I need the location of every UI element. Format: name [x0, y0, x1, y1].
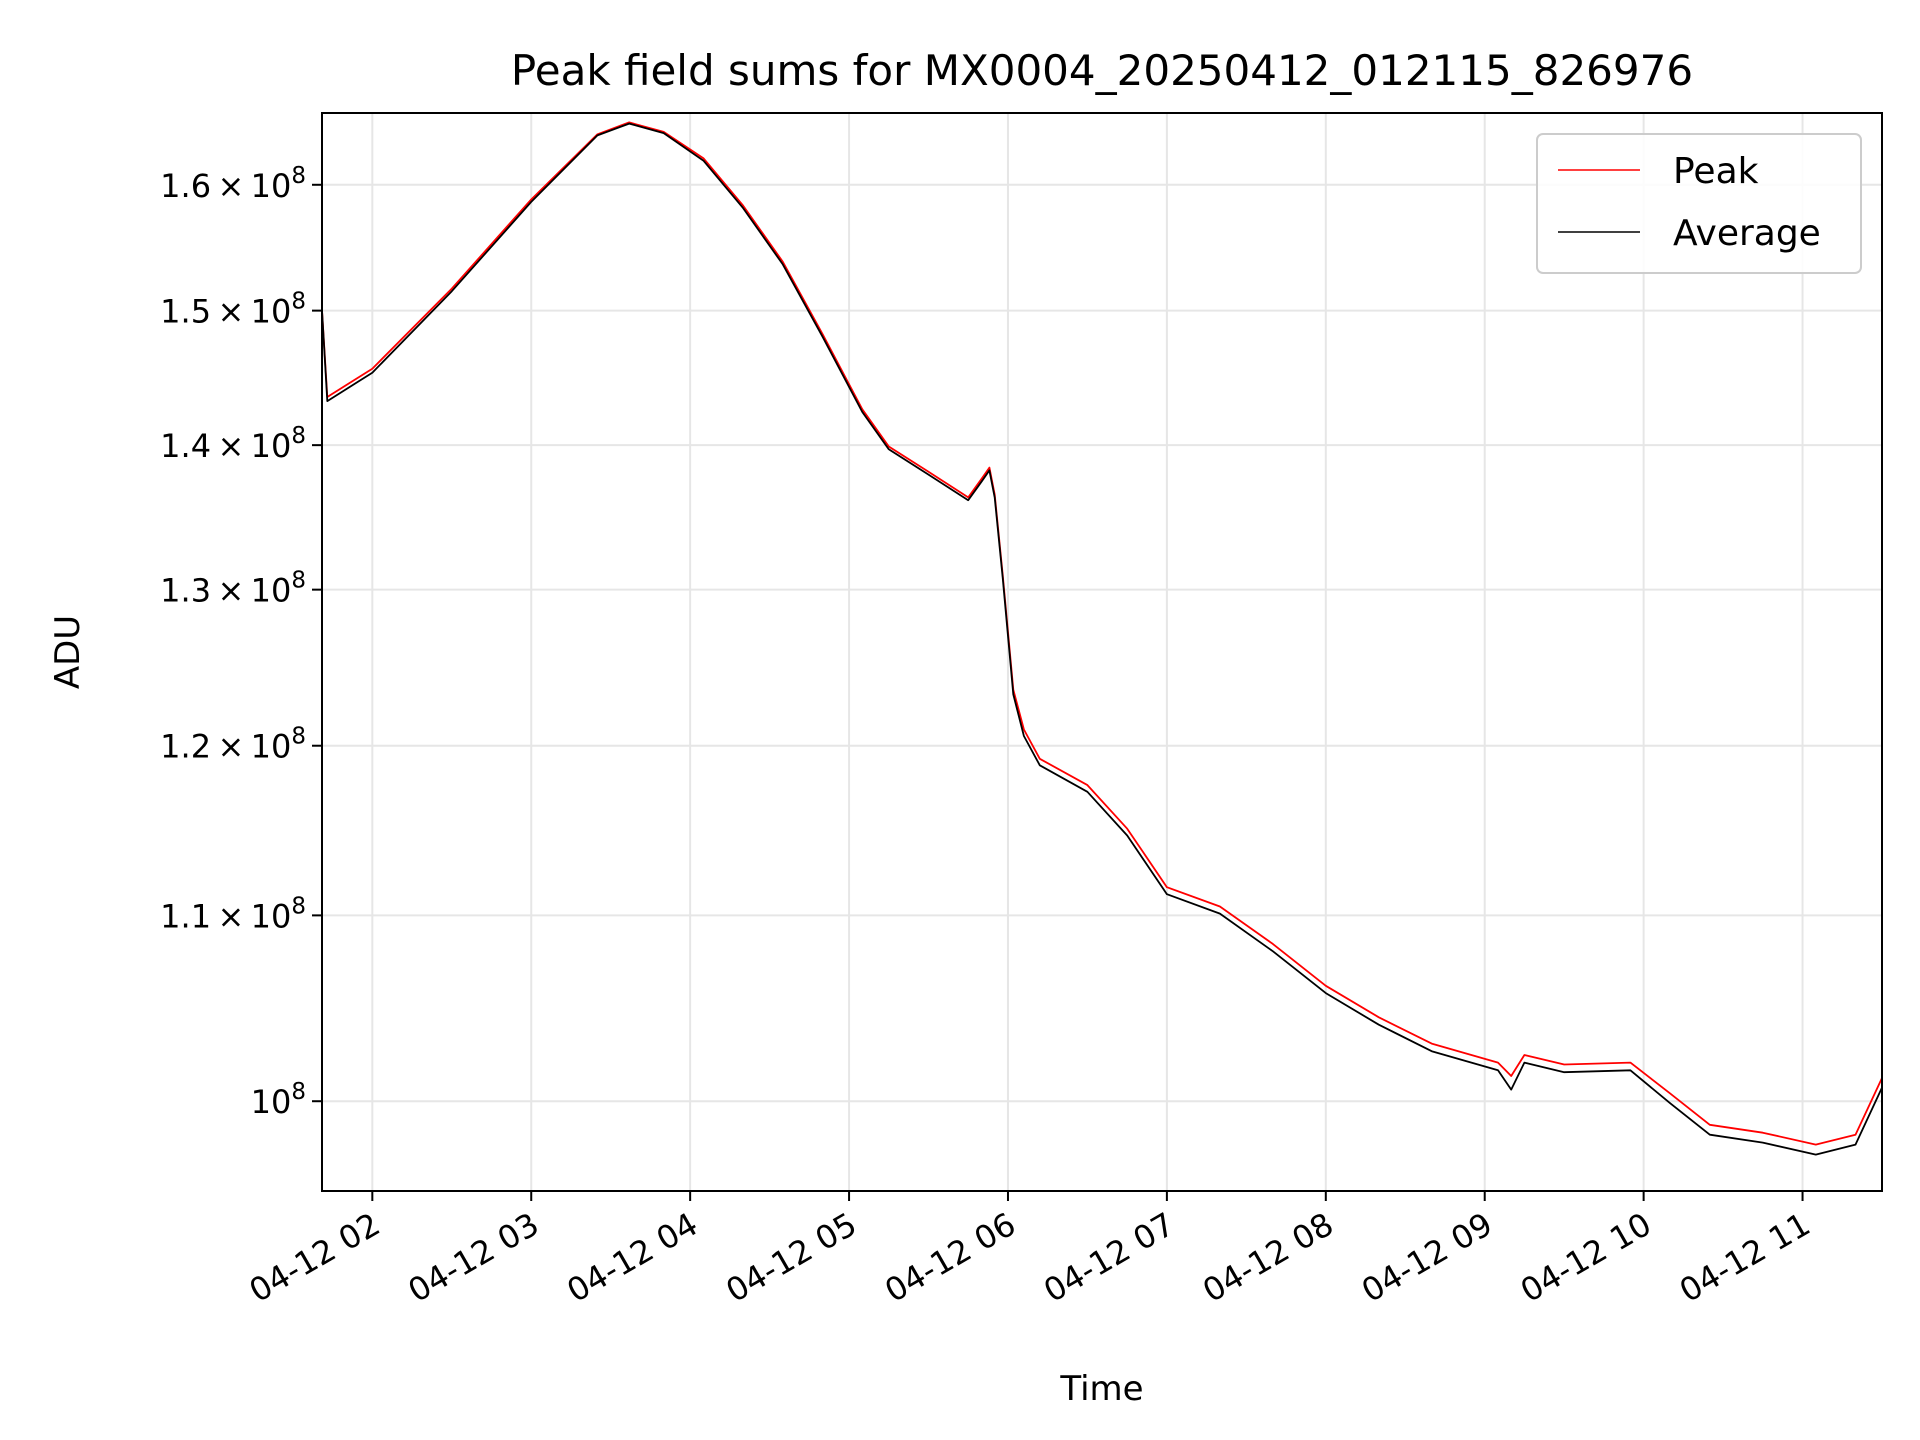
- y-tick-label: 1.2 × 108: [160, 724, 306, 766]
- series-line-peak: [321, 121, 1883, 1146]
- y-tick-label: 1.6 × 108: [160, 163, 306, 205]
- chart-title: Peak field sums for MX0004_20250412_0121…: [511, 46, 1693, 95]
- y-tick-label: 1.1 × 108: [160, 893, 306, 935]
- y-axis-label: ADU: [48, 615, 88, 689]
- series-lines: [321, 121, 1883, 1156]
- series-line-average: [321, 122, 1883, 1156]
- y-tick-label: 1.3 × 108: [160, 568, 306, 610]
- legend-label-average: Average: [1673, 213, 1821, 254]
- grid-lines: [322, 113, 1882, 1191]
- y-axis-ticks: 108 1.1 × 108 1.2 × 108 1.3 × 108 1.4 × 108 1…: [160, 163, 322, 1121]
- legend-box: [1536, 133, 1862, 274]
- legend-label-peak: Peak: [1673, 151, 1759, 192]
- y-tick-label: 1.5 × 108: [160, 289, 306, 331]
- y-tick-label: 108: [251, 1079, 306, 1121]
- y-tick-label: 1.4 × 108: [160, 423, 306, 465]
- x-axis-label: Time: [1059, 1369, 1143, 1409]
- plot-frame: [321, 112, 1883, 1192]
- chart-legend: Peak Average: [1536, 133, 1862, 274]
